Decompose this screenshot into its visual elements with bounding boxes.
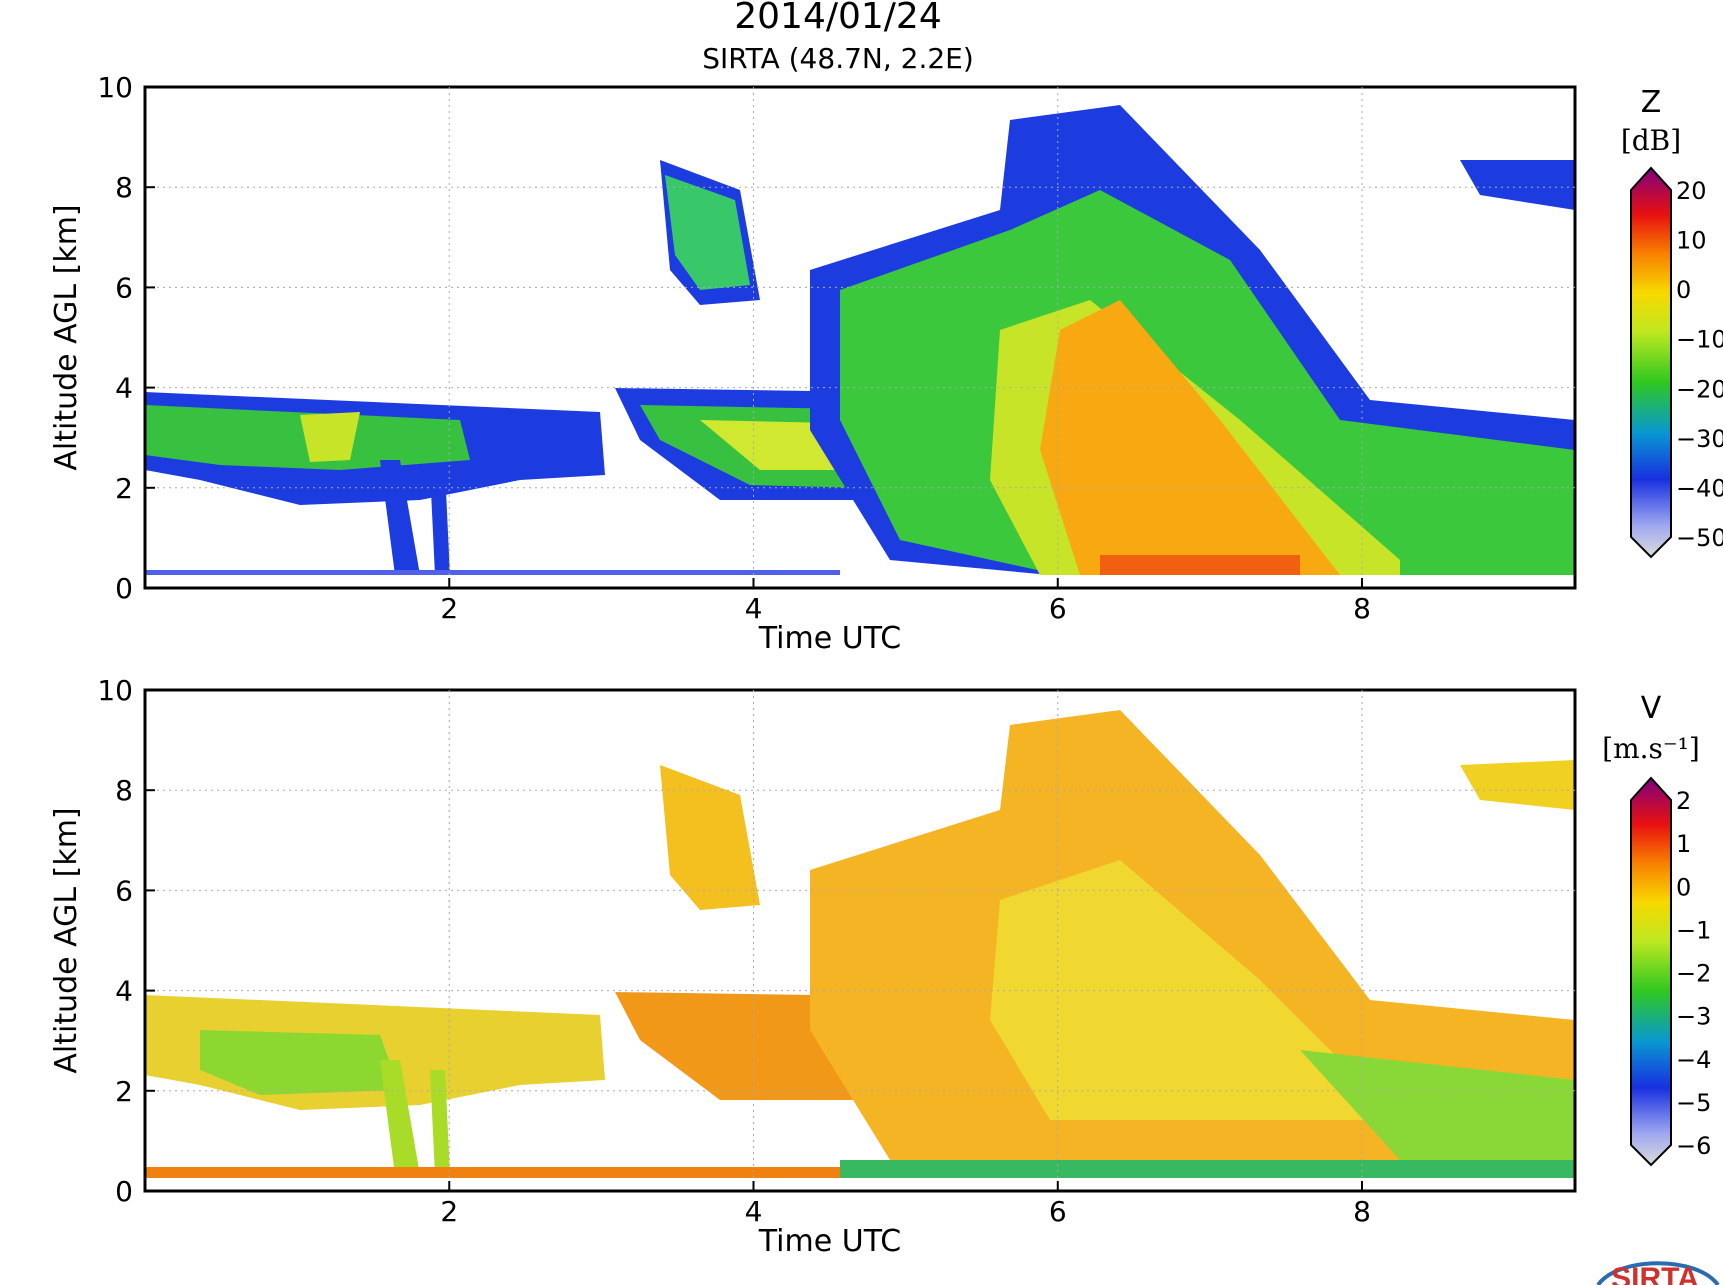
z-precip-base bbox=[1100, 555, 1300, 575]
v-ytick-label: 8 bbox=[115, 774, 133, 807]
z-high-cloud bbox=[1460, 160, 1575, 210]
v-xtick-label: 6 bbox=[1049, 1195, 1067, 1228]
v-ylabel: Altitude AGL [km] bbox=[49, 807, 84, 1073]
v-ytick-label: 0 bbox=[115, 1175, 133, 1208]
z-xtick-label: 4 bbox=[745, 592, 763, 625]
v-ytick-label: 6 bbox=[115, 874, 133, 907]
v-colorbar-label: V bbox=[1641, 691, 1662, 726]
v-heatmap bbox=[145, 710, 1575, 1178]
z-cb-tick-label: −50 bbox=[1676, 524, 1723, 552]
v-cb-tick-label: 2 bbox=[1676, 787, 1691, 815]
v-ytick-label: 4 bbox=[115, 975, 133, 1008]
v-surface-line bbox=[145, 1167, 840, 1178]
sirta-logo: SIRTA bbox=[1596, 1261, 1720, 1285]
z-colorbar: Z [dB] bbox=[1621, 85, 1681, 559]
v-cb-tick-label: −3 bbox=[1676, 1003, 1711, 1031]
v-fall-green bbox=[1300, 1050, 1575, 1160]
z-precip-core bbox=[1040, 300, 1340, 575]
z-cb-tick-label: −40 bbox=[1676, 474, 1723, 502]
v-colorbar: V [m.s⁻¹] bbox=[1602, 691, 1700, 1167]
z-colorbar-label: Z bbox=[1641, 85, 1662, 120]
v-low-layer-green bbox=[200, 1030, 400, 1095]
z-fallstreak-2 bbox=[430, 470, 450, 575]
v-xtick-label: 8 bbox=[1353, 1195, 1371, 1228]
z-mid-cloud-core bbox=[665, 175, 750, 290]
z-xlabel: Time UTC bbox=[758, 621, 901, 656]
z-ytick-label: 6 bbox=[115, 271, 133, 304]
v-cb-tick-label: −4 bbox=[1676, 1046, 1711, 1074]
z-cb-tick-label: 10 bbox=[1676, 227, 1707, 255]
v-xlabel: Time UTC bbox=[758, 1224, 901, 1259]
z-colorbar-unit: [dB] bbox=[1621, 124, 1681, 157]
v-cb-tick-label: 1 bbox=[1676, 830, 1691, 858]
v-high-cloud bbox=[1460, 760, 1575, 810]
v-deep-system-yellow bbox=[990, 860, 1400, 1120]
v-xtick-label: 2 bbox=[440, 1195, 458, 1228]
z-cb-tick-label: 0 bbox=[1676, 276, 1691, 304]
v-cb-tick-label: −1 bbox=[1676, 916, 1711, 944]
z-ytick-label: 2 bbox=[115, 472, 133, 505]
v-fallstreak-2 bbox=[430, 1070, 450, 1175]
z-ytick-label: 10 bbox=[97, 71, 133, 104]
z-low-layer-hot bbox=[300, 412, 360, 462]
z-ytick-label: 8 bbox=[115, 171, 133, 204]
figure-title: 2014/01/24 bbox=[734, 0, 942, 37]
z-cb-tick-label: −30 bbox=[1676, 425, 1723, 453]
panel-reflectivity bbox=[143, 85, 1577, 590]
z-colorbar-bar bbox=[1630, 166, 1672, 559]
z-cb-tick-label: 20 bbox=[1676, 177, 1707, 205]
v-cb-tick-label: 0 bbox=[1676, 873, 1691, 901]
v-axes-frame bbox=[143, 688, 1577, 1193]
z-xtick-label: 2 bbox=[440, 592, 458, 625]
z-ytick-label: 4 bbox=[115, 372, 133, 405]
v-colorbar-bar bbox=[1630, 776, 1672, 1167]
logo-text: SIRTA bbox=[1611, 1262, 1699, 1285]
v-xtick-label: 4 bbox=[745, 1195, 763, 1228]
v-cb-tick-label: −2 bbox=[1676, 960, 1711, 988]
v-fallstreak-1 bbox=[380, 1060, 420, 1175]
v-cb-tick-label: −5 bbox=[1676, 1089, 1711, 1117]
z-xtick-label: 6 bbox=[1049, 592, 1067, 625]
z-axes-frame bbox=[143, 85, 1577, 590]
v-ytick-label: 2 bbox=[115, 1075, 133, 1108]
z-cb-tick-label: −10 bbox=[1676, 326, 1723, 354]
logo-arc bbox=[1596, 1261, 1720, 1285]
z-cb-tick-label: −20 bbox=[1676, 375, 1723, 403]
figure-subtitle: SIRTA (48.7N, 2.2E) bbox=[702, 42, 974, 75]
v-colorbar-unit: [m.s⁻¹] bbox=[1602, 732, 1700, 765]
z-xtick-label: 8 bbox=[1353, 592, 1371, 625]
v-cb-tick-label: −6 bbox=[1676, 1132, 1711, 1160]
z-ylabel: Altitude AGL [km] bbox=[49, 204, 84, 470]
z-surface-line bbox=[145, 570, 840, 575]
z-heatmap bbox=[145, 105, 1575, 575]
panel-velocity bbox=[143, 688, 1577, 1193]
z-ytick-label: 0 bbox=[115, 572, 133, 605]
v-ytick-label: 10 bbox=[97, 674, 133, 707]
v-surface-line-right bbox=[840, 1160, 1575, 1178]
v-mid-cloud bbox=[660, 765, 760, 910]
z-fallstreak-1 bbox=[380, 460, 420, 575]
